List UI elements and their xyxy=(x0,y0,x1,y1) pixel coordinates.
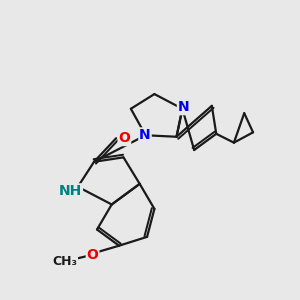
Text: N: N xyxy=(178,100,189,114)
Text: O: O xyxy=(118,131,130,145)
Text: NH: NH xyxy=(59,184,82,198)
Text: N: N xyxy=(139,128,151,142)
Text: CH₃: CH₃ xyxy=(52,255,77,268)
Text: O: O xyxy=(87,248,98,262)
